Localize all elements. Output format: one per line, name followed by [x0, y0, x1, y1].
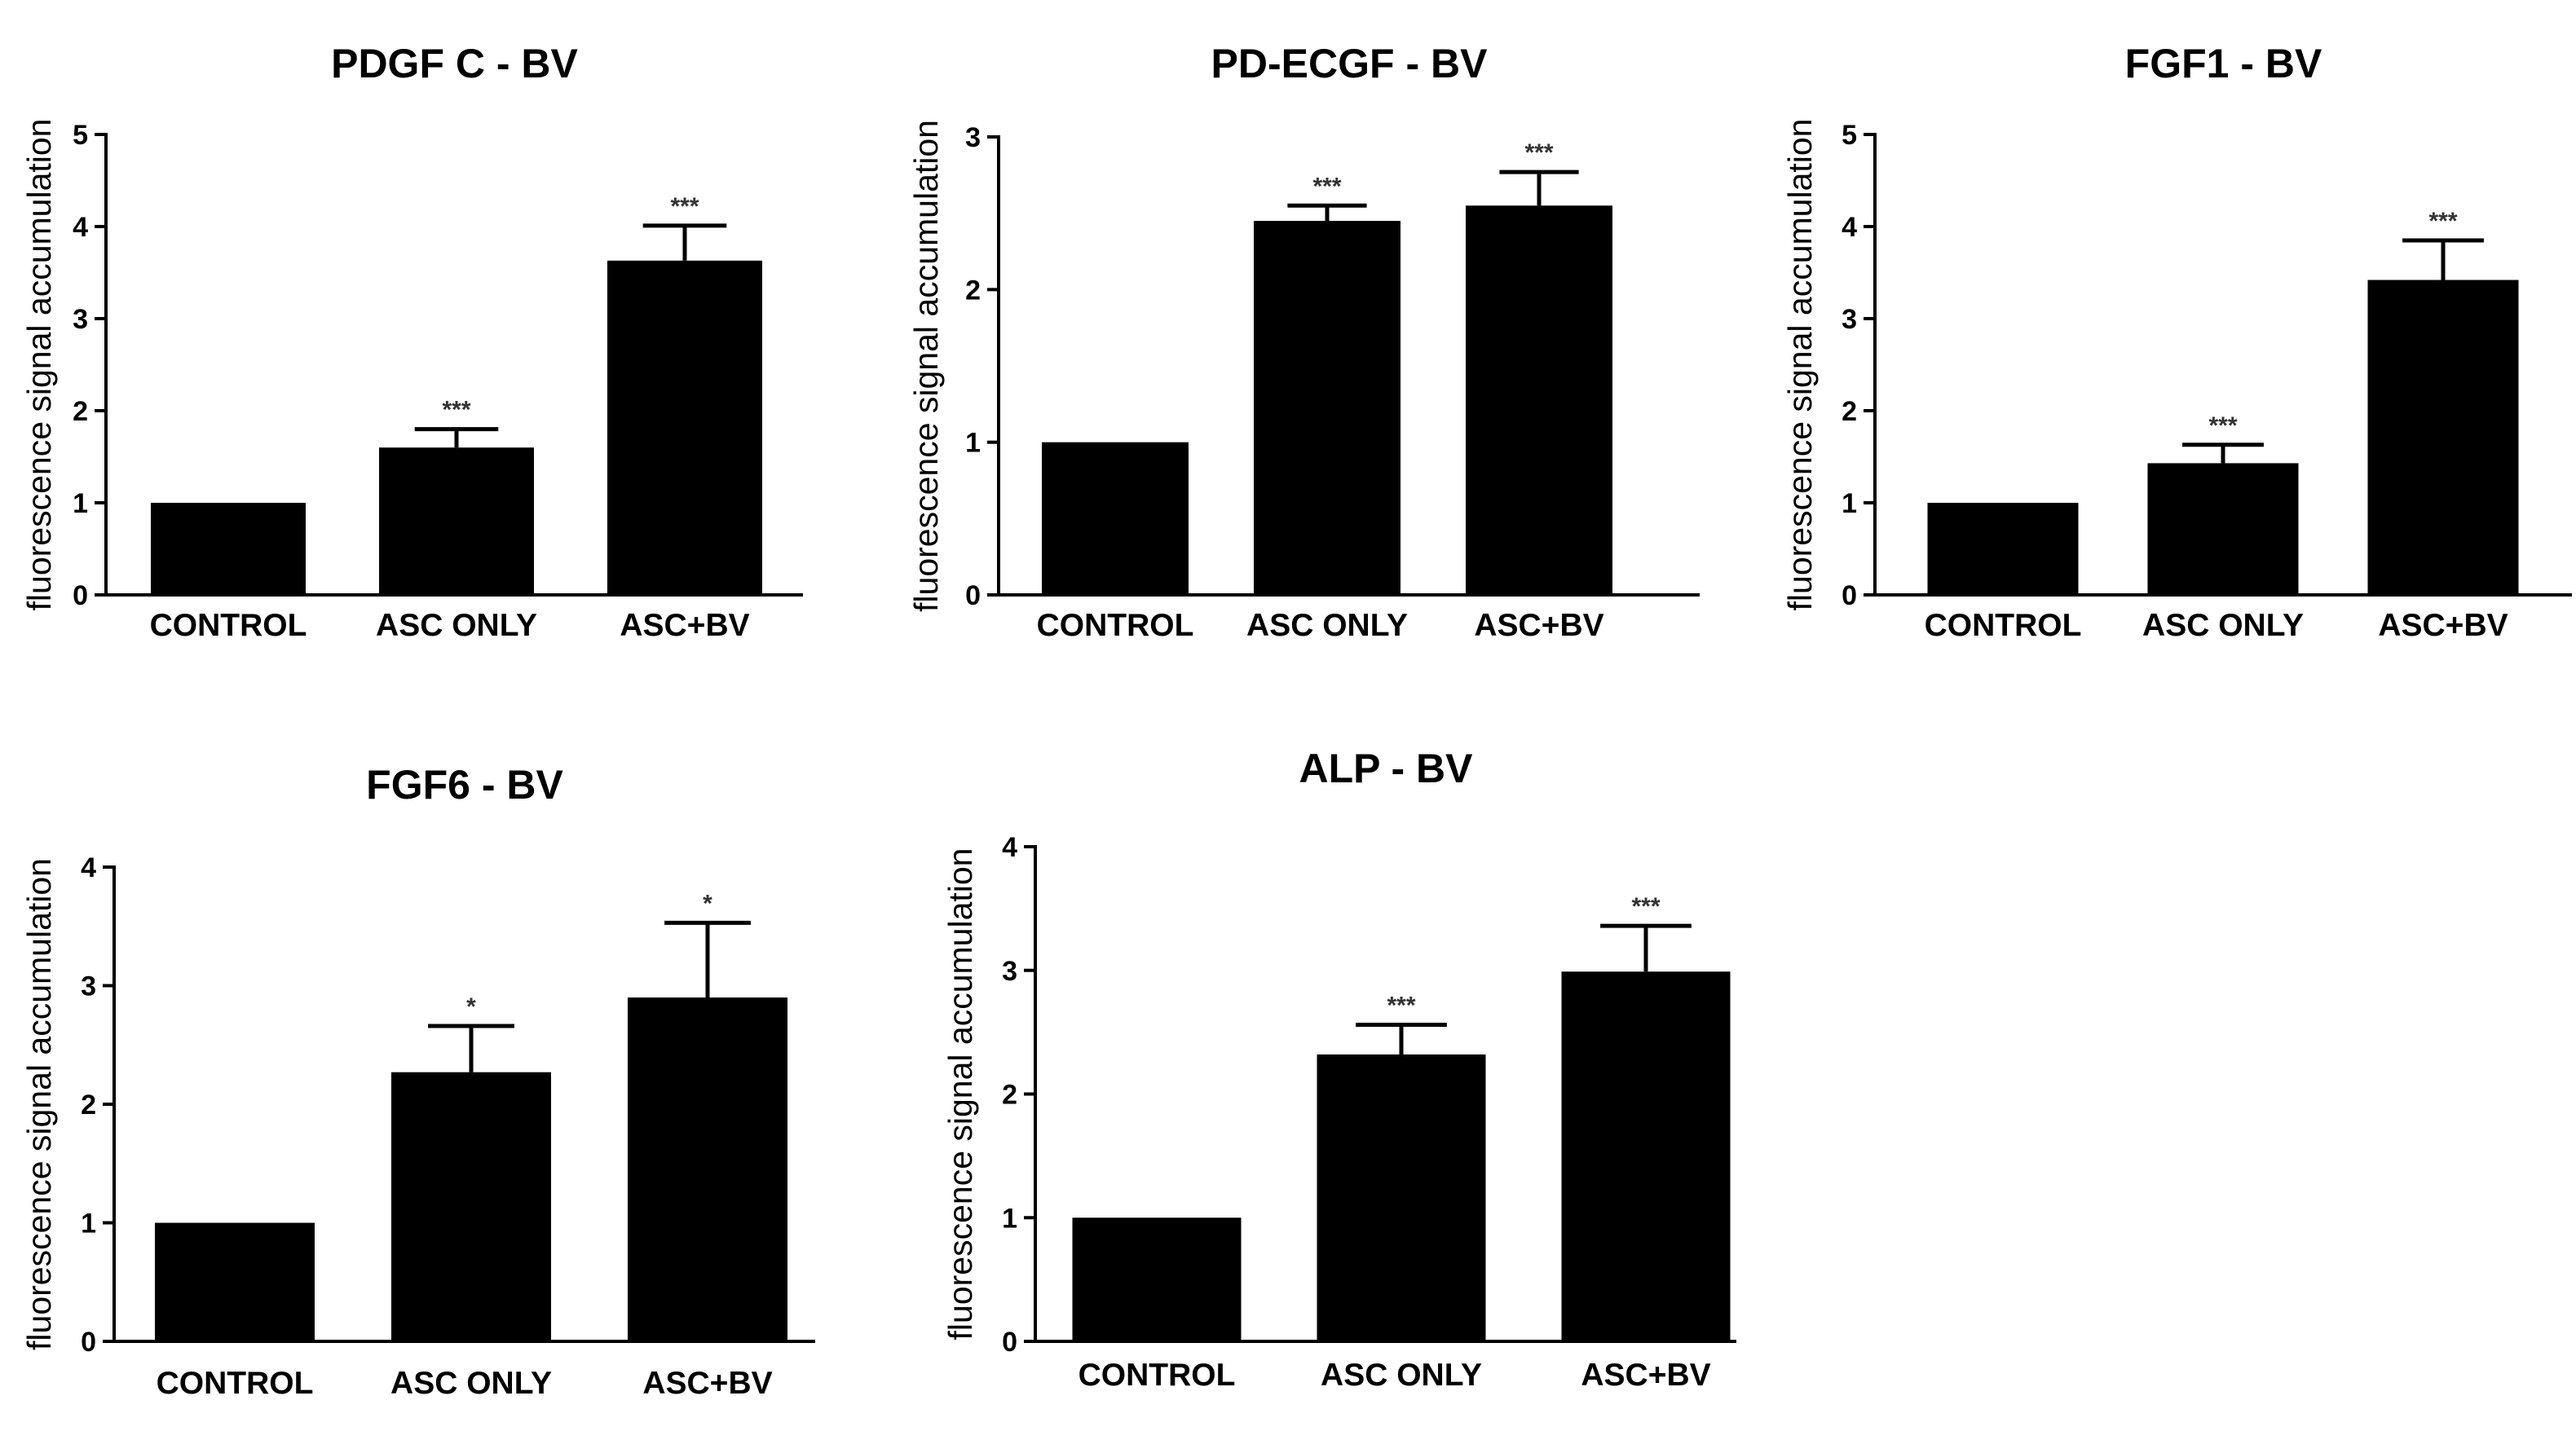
bar-asc-only [391, 1072, 551, 1341]
y-tick-label: 4 [1002, 832, 1017, 863]
y-tick-label: 3 [1002, 956, 1017, 987]
bar-asc-only [2147, 463, 2299, 595]
y-tick-label: 2 [81, 1090, 96, 1121]
pd-ecgf-title: PD-ECGF - BV [1211, 41, 1489, 86]
y-axis-label: fluorescence signal accumulation [942, 848, 979, 1341]
x-tick-label: ASC+BV [1474, 608, 1603, 643]
fgf6-title: FGF6 - BV [366, 762, 563, 808]
bar-control [1072, 1217, 1242, 1341]
significance-label: * [466, 993, 476, 1020]
bar-asc-bv [1561, 971, 1731, 1341]
pdgf-c-title: PDGF C - BV [331, 41, 578, 86]
x-tick-label: ASC+BV [642, 1366, 772, 1401]
y-axis-label: fluorescence signal accumulation [20, 119, 58, 611]
x-tick-label: CONTROL [1078, 1358, 1236, 1393]
y-tick-label: 4 [1842, 212, 1857, 243]
x-tick-label: ASC ONLY [2142, 608, 2304, 643]
bar-asc-only [1317, 1054, 1486, 1341]
y-tick-label: 0 [965, 580, 981, 611]
x-tick-label: CONTROL [157, 1366, 314, 1401]
y-tick-label: 2 [1842, 396, 1857, 427]
alp-title: ALP - BV [1299, 746, 1474, 791]
bar-control [1042, 442, 1189, 595]
y-tick-label: 2 [1002, 1080, 1017, 1111]
fgf1-title: FGF1 - BV [2125, 41, 2322, 86]
y-axis-label: fluorescence signal accumulation [20, 858, 58, 1350]
bar-chart-5: ALP - BV fluorescence signal accumulation… [942, 746, 1736, 1393]
y-tick-label: 4 [81, 852, 96, 883]
bar-asc-only [379, 447, 534, 595]
x-tick-label: ASC+BV [620, 608, 749, 643]
bar-control [1927, 503, 2079, 595]
significance-label: *** [1631, 893, 1660, 920]
bar-asc-only [1254, 221, 1400, 595]
y-tick-label: 1 [73, 488, 88, 519]
y-tick-label: 0 [1002, 1327, 1017, 1358]
x-tick-label: ASC ONLY [1246, 608, 1408, 643]
y-tick-label: 5 [73, 120, 88, 151]
significance-label: *** [670, 193, 699, 220]
y-tick-label: 1 [1842, 488, 1857, 519]
significance-label: *** [442, 397, 470, 424]
bar-asc-bv [1466, 205, 1612, 596]
bar-chart-3: FGF1 - BV fluorescence signal accumulatio… [1781, 41, 2572, 643]
y-tick-label: 0 [81, 1327, 96, 1358]
x-tick-label: CONTROL [1037, 608, 1194, 643]
x-tick-label: ASC ONLY [1321, 1358, 1482, 1393]
significance-label: *** [1387, 993, 1415, 1019]
significance-label: *** [1312, 173, 1341, 200]
bar-chart-1: PDGF C - BV fluorescence signal accumulat… [20, 41, 803, 643]
y-tick-label: 1 [81, 1209, 96, 1239]
x-tick-label: ASC+BV [2378, 608, 2508, 643]
x-tick-label: ASC ONLY [390, 1366, 552, 1401]
y-tick-label: 3 [73, 304, 88, 335]
bar-asc-bv [2367, 280, 2519, 595]
y-tick-label: 1 [1002, 1203, 1017, 1234]
x-tick-label: CONTROL [150, 608, 307, 643]
significance-label: *** [2208, 412, 2237, 439]
x-tick-label: ASC+BV [1581, 1358, 1710, 1393]
y-axis-label: fluorescence signal accumulation [907, 120, 945, 612]
bar-control [151, 503, 306, 595]
bar-asc-bv [628, 997, 787, 1341]
y-tick-label: 2 [73, 396, 88, 427]
bar-asc-bv [607, 260, 762, 595]
significance-label: * [703, 890, 712, 917]
y-tick-label: 3 [81, 971, 96, 1002]
bar-chart-2: PD-ECGF - BV fluorescence signal accumula… [907, 41, 1700, 643]
x-tick-label: CONTROL [1925, 608, 2082, 643]
y-tick-label: 5 [1842, 120, 1857, 151]
bar-control [155, 1222, 315, 1341]
bar-chart-4: FGF6 - BV fluorescence signal accumulatio… [20, 762, 815, 1401]
y-tick-label: 4 [73, 212, 88, 243]
x-tick-label: ASC ONLY [376, 608, 537, 643]
y-tick-label: 3 [1842, 304, 1857, 335]
y-tick-label: 2 [965, 275, 981, 306]
significance-label: *** [1524, 139, 1553, 166]
y-tick-label: 0 [73, 580, 88, 611]
y-tick-label: 0 [1842, 580, 1857, 611]
y-tick-label: 3 [965, 122, 981, 153]
y-tick-label: 1 [965, 428, 981, 459]
y-axis-label: fluorescence signal accumulation [1781, 119, 1819, 611]
significance-label: *** [2428, 208, 2457, 235]
